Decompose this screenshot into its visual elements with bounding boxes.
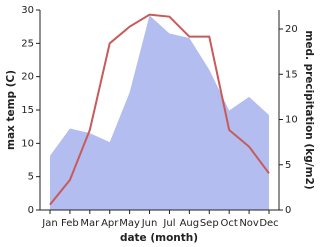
- y2-tick-label: 20: [285, 24, 298, 35]
- y2-tick-label: 15: [285, 69, 298, 80]
- x-tick-label: Jun: [141, 218, 158, 229]
- x-axis-title: date (month): [120, 232, 198, 244]
- y-tick-label: 20: [21, 72, 34, 83]
- x-tick-label: Apr: [101, 218, 119, 229]
- x-tick-label: May: [119, 218, 140, 229]
- y-tick-label: 5: [28, 172, 34, 183]
- y2-tick-label: 0: [285, 205, 291, 216]
- y2-axis-title: med. precipitation (kg/m2): [303, 30, 315, 189]
- y-tick-label: 10: [21, 138, 34, 149]
- y-tick-label: 0: [28, 205, 34, 216]
- x-tick-label: Oct: [221, 218, 238, 229]
- x-tick-label: Jul: [162, 218, 175, 229]
- precipitation-area: [50, 15, 269, 210]
- x-tick-label: Aug: [180, 218, 200, 229]
- x-tick-label: Jan: [41, 218, 57, 229]
- x-tick-label: Mar: [80, 218, 100, 229]
- x-tick-label: Dec: [259, 218, 278, 229]
- y-axis-title: max temp (C): [5, 70, 17, 150]
- x-tick-label: Nov: [239, 218, 259, 229]
- temp-line: [49, 13, 270, 206]
- y-tick-label: 15: [21, 105, 34, 116]
- y2-tick-label: 5: [285, 160, 291, 171]
- y-tick-label: 30: [21, 5, 34, 16]
- x-tick-label: Feb: [61, 218, 79, 229]
- y-tick-label: 25: [21, 38, 34, 49]
- y2-tick-label: 10: [285, 115, 298, 126]
- x-tick-label: Sep: [200, 218, 219, 229]
